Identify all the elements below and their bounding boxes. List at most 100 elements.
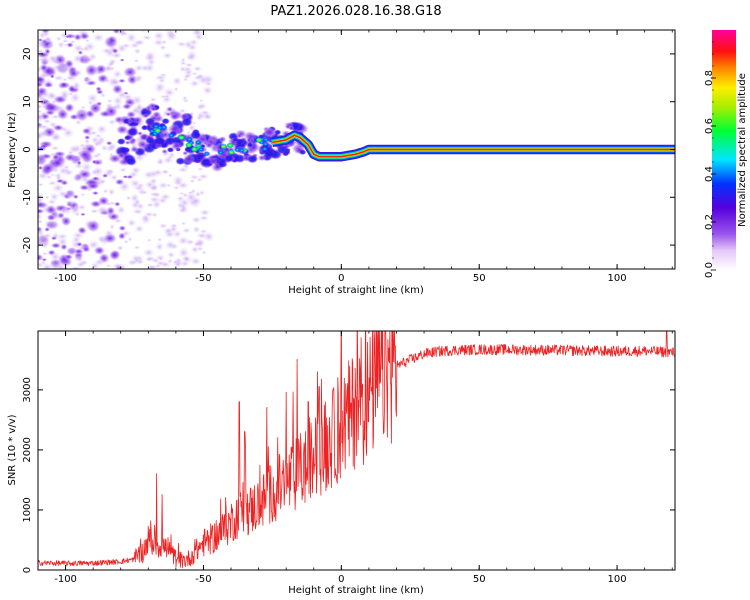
noise-blob [172,185,180,191]
noise-blob [161,169,169,175]
noise-blob [38,267,45,269]
ridge-blob [127,127,139,137]
noise-blob [149,97,157,103]
noise-blob [79,175,91,183]
ridge-blob [170,141,182,151]
ridge-blob [142,113,150,119]
noise-blob [85,109,95,118]
noise-blob [46,43,54,48]
ridge-blob [165,106,174,113]
noise-blob [66,200,75,206]
noise-blob [68,248,75,254]
spectrogram-x-tick-label: 0 [338,273,344,284]
noise-blob [84,271,90,275]
ridge-blob [224,154,234,162]
noise-blob [151,212,158,218]
noise-blob [93,140,101,148]
ridge-blob [125,157,137,166]
ridge-peak-blob [255,137,263,143]
noise-blob [49,56,57,61]
snr-peak-point [155,473,158,475]
noise-blob [44,48,51,55]
ridge-blob [247,142,253,148]
noise-blob [91,159,97,165]
noise-blob [109,174,119,181]
snr-peak-point [224,497,227,499]
noise-blob [154,74,168,81]
noise-blob [84,63,99,77]
noise-blob [100,144,108,152]
ridge-blob [129,145,139,153]
noise-blob [114,201,121,207]
ridge-blob [151,110,162,119]
noise-blob [49,152,57,157]
spectrogram-y-tick-label: 10 [22,95,33,108]
noise-blob [196,246,204,252]
ridge-blob [246,154,259,164]
noise-blob [198,99,205,103]
snr-peak-point [244,431,246,433]
ridge-blob [218,135,227,143]
noise-blob [76,108,86,116]
noise-blob [38,165,44,171]
noise-blob [89,208,100,214]
noise-blob [105,140,113,146]
noise-blob [159,44,167,51]
noise-blob [38,123,44,130]
ridge-blob [115,124,129,135]
noise-blob [162,51,173,60]
noise-blob [112,30,121,35]
noise-blob [118,180,131,193]
noise-blob [57,81,71,89]
noise-blob [64,168,70,173]
noise-blob [38,171,49,181]
noise-blob [93,258,106,267]
noise-blob [178,197,191,208]
ridge-blob [132,115,144,125]
noise-blob [41,251,49,256]
colorbar-ticks: 0.0 0.2 0.4 0.6 0.8 [704,41,716,278]
noise-blob [38,239,44,249]
chart-title: PAZ1.2026.028.16.38.G18 [270,4,441,19]
noise-blob [183,40,193,50]
noise-blob [49,74,55,79]
noise-blob [42,118,51,125]
noise-blob [152,38,166,47]
noise-blob [182,99,190,103]
noise-blob [201,250,207,255]
noise-blob [92,165,105,177]
noise-blob [41,262,54,269]
noise-blob [79,192,86,197]
noise-blob [65,189,77,201]
noise-blob [67,145,80,154]
ridge-blob [257,154,267,162]
noise-blob [98,110,112,118]
noise-blob [116,244,124,252]
noise-blob [38,211,44,221]
ridge-peak-blob [220,143,228,150]
noise-blob [63,43,69,47]
noise-blob [60,216,72,227]
noise-blob [69,39,77,44]
noise-blob [185,238,196,246]
ridge-blob [169,112,180,121]
noise-blob [167,173,173,178]
noise-blob [130,166,142,175]
ridge-blob [117,152,126,159]
spectrogram-x-tick-label: 100 [608,273,627,284]
noise-blob [189,179,196,183]
ridge-peak-blob [148,128,156,134]
noise-blob [109,67,116,71]
noise-blob [59,207,69,213]
noise-blob [99,92,107,98]
ridge-peak-blob [194,139,202,145]
noise-blob [188,79,201,88]
noise-blob [62,127,75,139]
noise-blob [133,47,142,55]
noise-blob [51,158,63,168]
spectrogram-y-axis-label: Frequency (Hz) [7,112,18,188]
noise-blob [106,168,115,175]
ridge-peak-blob [262,137,270,143]
snr-peak-point [296,359,298,361]
